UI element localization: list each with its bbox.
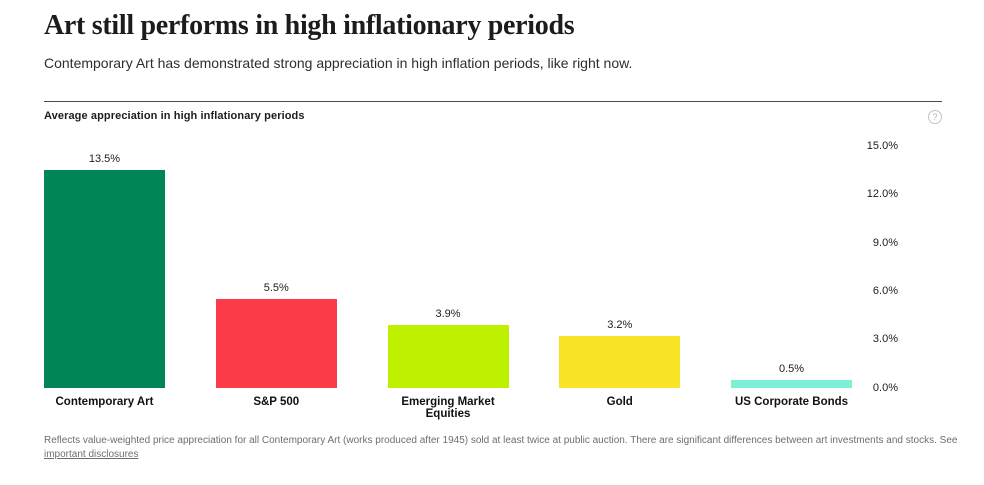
bar-group-contemporary-art: 13.5% — [44, 152, 165, 388]
bar-value-label: 3.2% — [607, 319, 633, 332]
y-axis-tick: 12.0% — [866, 188, 898, 201]
bar-group-sp500: 5.5% — [215, 281, 337, 388]
category-label-gold: Gold — [606, 395, 633, 408]
y-axis-tick: 0.0% — [872, 381, 898, 394]
y-axis-tick: 9.0% — [872, 236, 898, 249]
y-axis-tick: 15.0% — [866, 139, 898, 152]
category-label-emerging-market-equities: Emerging Market Equities — [401, 395, 495, 421]
bar-group-gold: 3.2% — [559, 319, 681, 388]
chart-header: Average appreciation in high inflationar… — [44, 109, 942, 126]
chart-title: Average appreciation in high inflationar… — [44, 109, 305, 122]
category-label-us-corporate-bonds: US Corporate Bonds — [734, 395, 849, 408]
bar-contemporary-art[interactable] — [44, 169, 165, 388]
bar-value-label: 5.5% — [263, 281, 289, 294]
category-label-contemporary-art: Contemporary Art — [55, 395, 154, 408]
page: Art still performs in high inflationary … — [44, 10, 958, 463]
bar-value-label: 0.5% — [778, 362, 805, 375]
y-axis-tick: 3.0% — [872, 333, 898, 346]
category-label-sp500: S&P 500 — [253, 395, 300, 408]
bar-emerging-market-equities[interactable] — [387, 324, 509, 388]
page-title: Art still performs in high inflationary … — [44, 10, 575, 41]
bar-value-label: 3.9% — [435, 307, 461, 320]
bars-area: 13.5% 5.5% 3.9% 3.2% 0.5% — [44, 136, 852, 388]
bar-value-label: 13.5% — [88, 152, 121, 165]
y-axis: 0.0% 3.0% 6.0% 9.0% 12.0% 15.0% — [852, 136, 898, 394]
page-subtitle: Contemporary Art has demonstrated strong… — [44, 55, 633, 72]
bar-chart: 13.5% 5.5% 3.9% 3.2% 0.5% 0.0% 3.0% — [44, 136, 898, 394]
bar-group-us-corporate-bonds: 0.5% — [731, 362, 852, 388]
bar-us-corporate-bonds[interactable] — [731, 379, 852, 388]
important-disclosures-link[interactable]: important disclosures — [44, 449, 139, 461]
divider — [44, 100, 942, 102]
bar-sp500[interactable] — [215, 298, 337, 388]
bar-group-emerging-market-equities: 3.9% — [387, 307, 509, 388]
help-icon[interactable]: ? — [928, 109, 942, 124]
y-axis-tick: 6.0% — [872, 284, 898, 297]
x-axis-labels: Contemporary Art S&P 500 Emerging Market… — [44, 396, 852, 421]
bar-gold[interactable] — [559, 336, 681, 388]
footnote-text: Reflects value-weighted price appreciati… — [44, 434, 958, 446]
footnote: Reflects value-weighted price appreciati… — [44, 434, 958, 463]
